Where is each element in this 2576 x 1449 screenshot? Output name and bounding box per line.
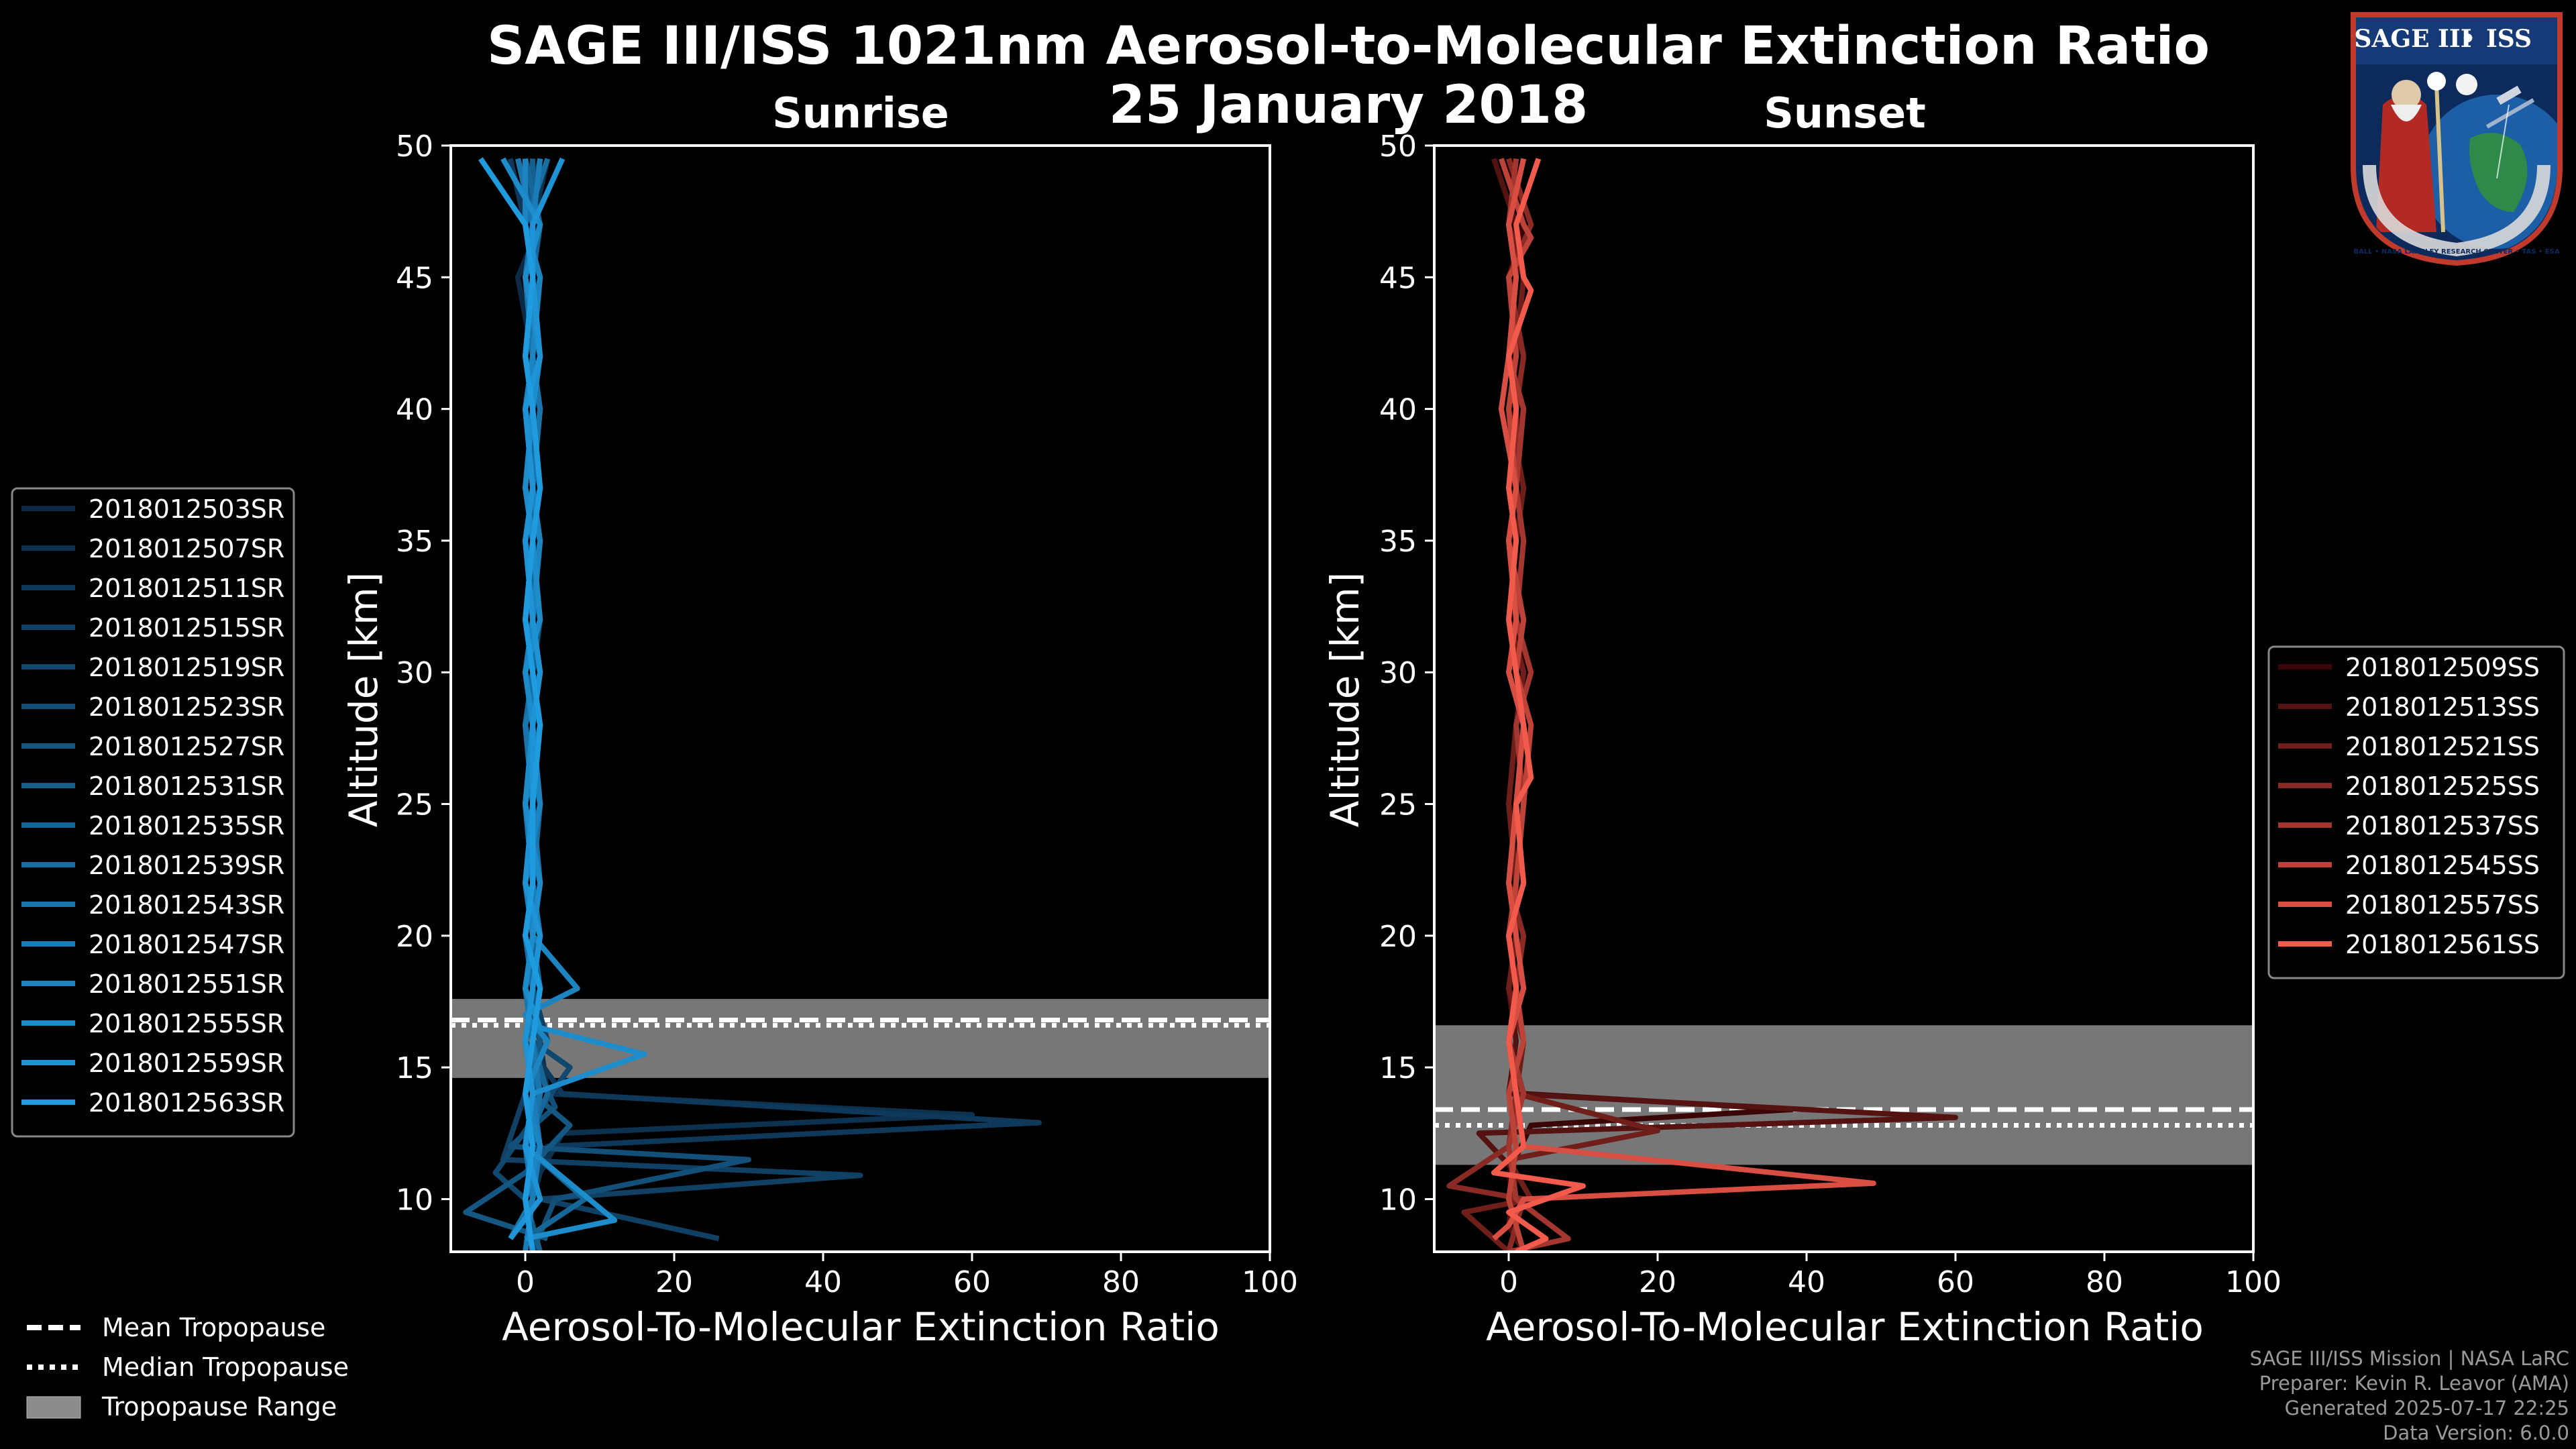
legend-label-2018012557SS: 2018012557SS — [2345, 890, 2540, 920]
sunset-ytick-label: 10 — [1379, 1183, 1417, 1217]
legend-label-2018012535SR: 2018012535SR — [89, 811, 284, 841]
sunset-legend: 2018012509SS 2018012513SS 2018012521SS 2018… — [2267, 645, 2565, 979]
legend-label-2018012537SS: 2018012537SS — [2345, 811, 2540, 841]
legend-label-2018012527SR: 2018012527SR — [89, 732, 284, 761]
series-line-2018012545SS — [1499, 158, 1534, 1252]
sunrise-plot-area — [451, 157, 1270, 1252]
sunset-ytick-label: 40 — [1379, 393, 1417, 427]
legend-label-2018012503SR: 2018012503SR — [89, 494, 284, 524]
sunrise-legend-box — [11, 487, 295, 1138]
sunset-xtick-label: 20 — [1639, 1265, 1676, 1299]
sunrise-ylabel: Altitude [km] — [341, 572, 386, 827]
sage-iii-iss-mission-logo: SAGE III • ISS BALL • NASA LANGLEY RESEA… — [2351, 12, 2563, 266]
series-line-2018012559SR — [508, 157, 566, 1240]
sunset-xtick-label: 0 — [1499, 1265, 1518, 1299]
series-line-2018012561SS — [1491, 158, 1586, 1252]
legend-label-2018012543SR: 2018012543SR — [89, 890, 284, 920]
sunrise-legend: 2018012503SR 2018012507SR 2018012511SR 2018… — [11, 487, 295, 1138]
sunrise-xtick-label: 0 — [516, 1265, 535, 1299]
legend-label-2018012515SR: 2018012515SR — [89, 613, 284, 643]
logo-ring-text: BALL • NASA LANGLEY RESEARCH CENTER • TA… — [2353, 248, 2559, 256]
sunrise-xtick-label: 100 — [1242, 1265, 1298, 1299]
sunrise-ytick-label: 25 — [396, 788, 433, 822]
sunset-subtitle: Sunset — [1764, 89, 1926, 138]
sunrise-ytick-label: 40 — [396, 393, 433, 427]
sunrise-xtick-label: 80 — [1102, 1265, 1140, 1299]
median-legend-label: Median Tropopause — [102, 1352, 349, 1382]
sunrise-ytick-label: 30 — [396, 656, 433, 690]
sunrise-xlabel: Aerosol-To-Molecular Extinction Ratio — [502, 1304, 1220, 1350]
footer-generated: Generated 2025-07-17 22:25 — [2284, 1397, 2569, 1419]
legend-label-2018012563SR: 2018012563SR — [89, 1088, 284, 1118]
figure-title: SAGE III/ISS 1021nm Aerosol-to-Molecular… — [487, 16, 2210, 76]
sunrise-ytick-label: 20 — [396, 920, 433, 954]
legend-label-2018012531SR: 2018012531SR — [89, 771, 284, 801]
legend-label-2018012545SS: 2018012545SS — [2345, 851, 2540, 880]
sunrise-axes-frame — [449, 144, 1271, 1253]
range-legend-label: Tropopause Range — [101, 1392, 337, 1421]
logo-dot: • — [2460, 25, 2475, 53]
sunset-legend-box — [2267, 645, 2565, 979]
sunrise-xtick-label: 20 — [655, 1265, 693, 1299]
sunset-ylabel: Altitude [km] — [1322, 572, 1368, 827]
sunrise-subtitle: Sunrise — [772, 89, 949, 138]
sunset-xtick-label: 80 — [2086, 1265, 2123, 1299]
sunset-ytick-label: 15 — [1379, 1051, 1417, 1085]
sunset-xtick-label: 100 — [2225, 1265, 2282, 1299]
sunset-ytick-label: 45 — [1379, 261, 1417, 295]
sunset-panel: Sunset Altitude [km] Aerosol-To-Molecula… — [1322, 89, 2282, 1350]
sunset-ytick-label: 35 — [1379, 525, 1417, 559]
sunrise-ytick-label: 10 — [396, 1183, 433, 1217]
legend-label-2018012523SR: 2018012523SR — [89, 692, 284, 722]
sunset-xtick-label: 60 — [1937, 1265, 1974, 1299]
tropopause-legend: Mean Tropopause Median Tropopause Tropop… — [26, 1313, 349, 1421]
legend-label-2018012555SR: 2018012555SR — [89, 1009, 284, 1038]
legend-label-2018012539SR: 2018012539SR — [89, 851, 284, 880]
sunset-ytick-label: 50 — [1379, 129, 1417, 164]
sunrise-xtick-label: 60 — [953, 1265, 991, 1299]
legend-label-2018012511SR: 2018012511SR — [89, 574, 284, 603]
legend-label-2018012509SS: 2018012509SS — [2345, 653, 2540, 682]
legend-label-2018012561SS: 2018012561SS — [2345, 930, 2540, 959]
mean-legend-label: Mean Tropopause — [102, 1313, 325, 1342]
legend-label-2018012525SS: 2018012525SS — [2345, 771, 2540, 801]
legend-label-2018012551SR: 2018012551SR — [89, 969, 284, 999]
figure-date: 25 January 2018 — [1109, 75, 1589, 136]
sunrise-panel: Sunrise Altitude [km] Aerosol-To-Molecul… — [341, 89, 1298, 1350]
sunset-plot-area — [1434, 158, 2253, 1252]
legend-label-2018012519SR: 2018012519SR — [89, 653, 284, 682]
range-legend-swatch — [26, 1396, 81, 1419]
sunset-ytick-label: 25 — [1379, 788, 1417, 822]
logo-title-1: SAGE III — [2354, 25, 2471, 53]
series-line-2018012563SR — [478, 157, 543, 1252]
sunrise-xtick-label: 40 — [804, 1265, 842, 1299]
sunrise-ytick-label: 35 — [396, 525, 433, 559]
legend-label-2018012507SR: 2018012507SR — [89, 534, 284, 564]
sunset-xlabel: Aerosol-To-Molecular Extinction Ratio — [1486, 1304, 2204, 1350]
sunrise-ytick-label: 45 — [396, 261, 433, 295]
logo-title-2: ISS — [2486, 25, 2532, 53]
legend-label-2018012559SR: 2018012559SR — [89, 1049, 284, 1078]
footer-preparer: Preparer: Kevin R. Leavor (AMA) — [2259, 1372, 2569, 1395]
sunset-xtick-label: 40 — [1788, 1265, 1825, 1299]
sunset-ytick-label: 20 — [1379, 920, 1417, 954]
sunrise-ytick-label: 15 — [396, 1051, 433, 1085]
sunrise-ytick-label: 50 — [396, 129, 433, 164]
footer-version: Data Version: 6.0.0 — [2383, 1421, 2569, 1444]
sunset-ytick-label: 30 — [1379, 656, 1417, 690]
footer-mission: SAGE III/ISS Mission | NASA LaRC — [2249, 1347, 2569, 1370]
legend-label-2018012513SS: 2018012513SS — [2345, 692, 2540, 722]
legend-label-2018012547SR: 2018012547SR — [89, 930, 284, 959]
sunset-axes-frame — [1433, 144, 2255, 1253]
legend-label-2018012521SS: 2018012521SS — [2345, 732, 2540, 761]
